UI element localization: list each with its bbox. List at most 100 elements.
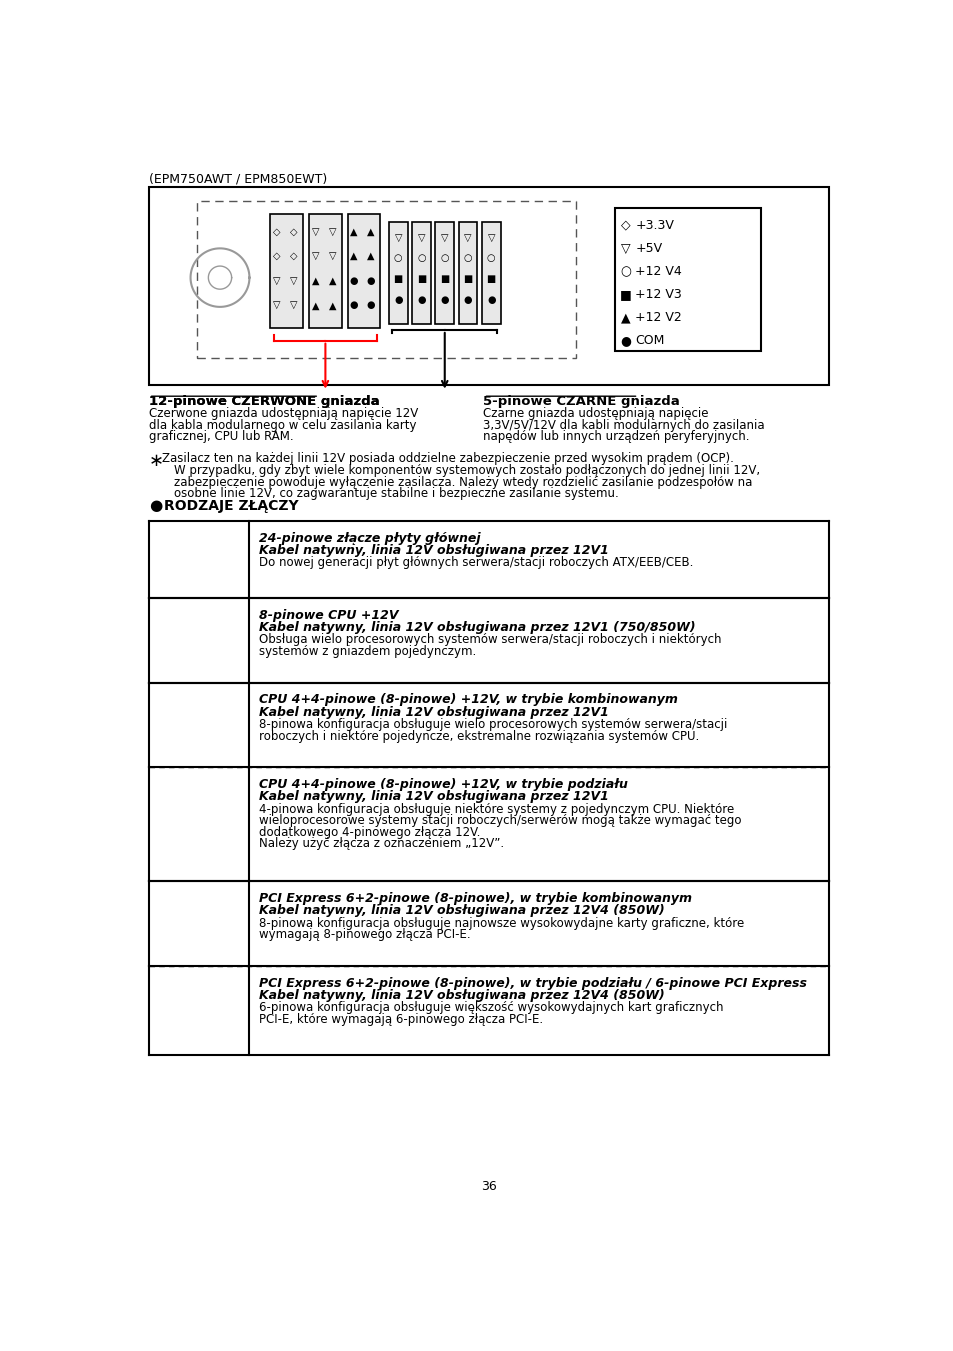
Text: ○: ○ [486, 254, 495, 263]
Text: 8-pinowa konfiguracja obsługuje najnowsze wysokowydajne karty graficzne, które: 8-pinowa konfiguracja obsługuje najnowsz… [258, 917, 743, 929]
Text: wieloprocesorowe systemy stacji roboczych/serwerów mogą także wymagać tego: wieloprocesorowe systemy stacji roboczyc… [258, 815, 740, 827]
Text: ●: ● [463, 295, 472, 305]
Text: ▽: ▽ [312, 227, 318, 236]
Text: +5V: +5V [635, 242, 661, 255]
Text: ●: ● [416, 295, 425, 305]
Text: ▽: ▽ [273, 300, 280, 311]
Text: ∗: ∗ [149, 451, 164, 470]
Bar [348, 215, 380, 328]
Text: Kabel natywny, linia 12V obsługiwana przez 12V4 (850W): Kabel natywny, linia 12V obsługiwana prz… [258, 989, 664, 1002]
Text: 24-pinowe złącze płyty głównej: 24-pinowe złącze płyty głównej [258, 532, 480, 544]
Text: Czarne gniazda udostępniają napięcie: Czarne gniazda udostępniają napięcie [483, 407, 708, 420]
Text: ○: ○ [394, 254, 402, 263]
Text: Kabel natywny, linia 12V obsługiwana przez 12V1: Kabel natywny, linia 12V obsługiwana prz… [258, 790, 608, 804]
Text: ▲: ▲ [350, 227, 357, 236]
Text: Kabel natywny, linia 12V obsługiwana przez 12V1: Kabel natywny, linia 12V obsługiwana prz… [258, 705, 608, 719]
Text: +12 V4: +12 V4 [635, 265, 681, 278]
Text: wymagają 8-pinowego złącza PCI-E.: wymagają 8-pinowego złącza PCI-E. [258, 928, 470, 942]
Bar [481, 222, 500, 324]
Bar [196, 200, 576, 358]
Text: ▲: ▲ [312, 276, 318, 285]
Text: +3.3V: +3.3V [635, 219, 674, 232]
Text: Czerwone gniazda udostępniają napięcie 12V: Czerwone gniazda udostępniają napięcie 1… [149, 407, 417, 420]
Text: ▽: ▽ [290, 276, 297, 285]
Text: ●: ● [367, 300, 375, 311]
Text: ■: ■ [416, 274, 426, 284]
Text: ◇: ◇ [290, 251, 297, 261]
Text: ▽: ▽ [328, 227, 335, 236]
Bar [458, 222, 476, 324]
Text: W przypadku, gdy zbyt wiele komponentów systemowych zostało podłączonych do jedn: W przypadku, gdy zbyt wiele komponentów … [174, 463, 760, 477]
Text: 4-pinowa konfiguracja obsługuje niektóre systemy z pojedynczym CPU. Niektóre: 4-pinowa konfiguracja obsługuje niektóre… [258, 802, 733, 816]
Text: ▽: ▽ [440, 232, 448, 243]
Text: PCI-E, które wymagają 6-pinowego złącza PCI-E.: PCI-E, które wymagają 6-pinowego złącza … [258, 1013, 542, 1025]
Text: 8-pinowe CPU +12V: 8-pinowe CPU +12V [258, 609, 397, 621]
Text: ▽: ▽ [395, 232, 401, 243]
Text: zabezpieczenie powoduje wyłączenie zasilacza. Należy wtedy rozdzielić zasilanie : zabezpieczenie powoduje wyłączenie zasil… [174, 476, 752, 489]
Text: Do nowej generacji płyt głównych serwera/stacji roboczych ATX/EEB/CEB.: Do nowej generacji płyt głównych serwera… [258, 557, 693, 569]
Text: RODZAJE ZŁĄCZY: RODZAJE ZŁĄCZY [164, 499, 298, 512]
Text: roboczych i niektóre pojedyncze, ekstremalne rozwiązania systemów CPU.: roboczych i niektóre pojedyncze, ekstrem… [258, 730, 699, 743]
Text: ●: ● [394, 295, 402, 305]
Text: CPU 4+4-pinowe (8-pinowe) +12V, w trybie podziału: CPU 4+4-pinowe (8-pinowe) +12V, w trybie… [258, 778, 627, 792]
Text: ▽: ▽ [620, 242, 630, 255]
Bar [309, 215, 341, 328]
Text: 36: 36 [480, 1179, 497, 1193]
Text: ◇: ◇ [290, 227, 297, 236]
Text: ●: ● [440, 295, 449, 305]
Text: 12-pinowe CZERWONE gniazda: 12-pinowe CZERWONE gniazda [149, 394, 379, 408]
Text: Kabel natywny, linia 12V obsługiwana przez 12V4 (850W): Kabel natywny, linia 12V obsługiwana prz… [258, 904, 664, 917]
Text: 6-pinowa konfiguracja obsługuje większość wysokowydajnych kart graficznych: 6-pinowa konfiguracja obsługuje większoś… [258, 1001, 722, 1015]
Text: ●: ● [486, 295, 495, 305]
Text: 12-pinowe CZERWONE gniazda: 12-pinowe CZERWONE gniazda [149, 394, 379, 408]
Text: systemów z gniazdem pojedynczym.: systemów z gniazdem pojedynczym. [258, 644, 476, 658]
Text: ▽: ▽ [312, 251, 318, 261]
Text: dodatkowego 4-pinowego złącza 12V.: dodatkowego 4-pinowego złącza 12V. [258, 825, 479, 839]
Text: ■: ■ [394, 274, 402, 284]
Text: +12 V3: +12 V3 [635, 288, 681, 301]
Text: ●: ● [149, 499, 162, 513]
Text: ▲: ▲ [367, 251, 375, 261]
Text: Należy użyć złącza z oznaczeniem „12V”.: Należy użyć złącza z oznaczeniem „12V”. [258, 838, 503, 850]
Text: ■: ■ [439, 274, 449, 284]
Text: ▲: ▲ [367, 227, 375, 236]
Text: ▽: ▽ [273, 276, 280, 285]
Text: +12 V2: +12 V2 [635, 311, 681, 324]
Text: ●: ● [620, 334, 631, 347]
Text: ○: ○ [440, 254, 449, 263]
Text: PCI Express 6+2-pinowe (8-pinowe), w trybie kombinowanym: PCI Express 6+2-pinowe (8-pinowe), w try… [258, 892, 691, 905]
Text: ■: ■ [486, 274, 496, 284]
Text: ◇: ◇ [273, 251, 280, 261]
Text: ▽: ▽ [417, 232, 425, 243]
Text: ▲: ▲ [312, 300, 318, 311]
Text: ▲: ▲ [620, 311, 630, 324]
Text: 5-pinowe CZARNE gniazda: 5-pinowe CZARNE gniazda [483, 394, 679, 408]
Text: osobne linie 12V, co zagwarantuje stabilne i bezpieczne zasilanie systemu.: osobne linie 12V, co zagwarantuje stabil… [174, 488, 618, 500]
Text: ◇: ◇ [620, 219, 630, 232]
Text: ▽: ▽ [328, 251, 335, 261]
Text: ▽: ▽ [487, 232, 495, 243]
Bar [435, 222, 454, 324]
Text: ●: ● [350, 300, 358, 311]
Text: napędów lub innych urządzeń peryferyjnych.: napędów lub innych urządzeń peryferyjnyc… [483, 430, 749, 443]
Text: ●: ● [367, 276, 375, 285]
Text: ▽: ▽ [464, 232, 471, 243]
Text: CPU 4+4-pinowe (8-pinowe) +12V, w trybie kombinowanym: CPU 4+4-pinowe (8-pinowe) +12V, w trybie… [258, 693, 677, 707]
Text: ▲: ▲ [350, 251, 357, 261]
Text: ■: ■ [619, 288, 631, 301]
Text: ○: ○ [416, 254, 425, 263]
Text: 8-pinowa konfiguracja obsługuje wielo procesorowych systemów serwera/stacji: 8-pinowa konfiguracja obsługuje wielo pr… [258, 719, 726, 731]
Text: ◇: ◇ [273, 227, 280, 236]
Text: Kabel natywny, linia 12V obsługiwana przez 12V1: Kabel natywny, linia 12V obsługiwana prz… [258, 544, 608, 557]
Text: ○: ○ [620, 265, 631, 278]
Bar [270, 215, 303, 328]
Bar [149, 186, 828, 385]
Text: ▽: ▽ [290, 300, 297, 311]
Text: ▲: ▲ [328, 276, 335, 285]
Text: Obsługa wielo procesorowych systemów serwera/stacji roboczych i niektórych: Obsługa wielo procesorowych systemów ser… [258, 634, 720, 646]
Text: 3,3V/5V/12V dla kabli modularnych do zasilania: 3,3V/5V/12V dla kabli modularnych do zas… [483, 419, 764, 431]
Text: COM: COM [635, 334, 664, 347]
Text: dla kabla modularnego w celu zasilania karty: dla kabla modularnego w celu zasilania k… [149, 419, 416, 431]
Text: ▲: ▲ [328, 300, 335, 311]
Bar [412, 222, 431, 324]
